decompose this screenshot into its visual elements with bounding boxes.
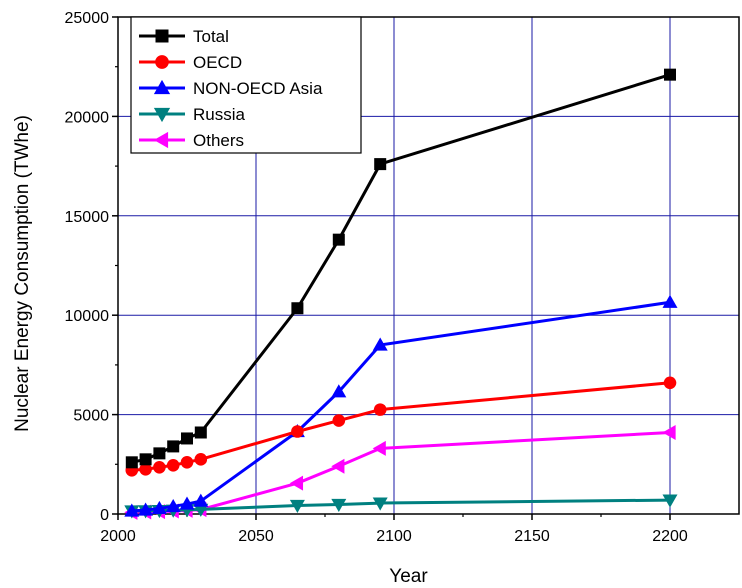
data-point-total	[664, 68, 676, 81]
data-point-total	[181, 432, 193, 445]
y-axis-title: Nuclear Energy Consumption (TWhe)	[12, 115, 33, 432]
x-tick-label: 2150	[514, 528, 550, 545]
data-point-oecd	[291, 425, 304, 438]
legend-marker-total	[155, 29, 169, 43]
y-tick-label: 15000	[65, 209, 110, 226]
data-point-russia	[372, 497, 388, 511]
axis-ticks: 2000 2050 2100 2150 2200 0 5000 10000 15000 20000…	[65, 10, 688, 545]
data-point-non-oecd-asia	[179, 496, 195, 510]
series-line-total	[131, 73, 671, 464]
data-point-total	[291, 302, 304, 315]
data-point-non-oecd-asia	[124, 503, 140, 517]
data-point-oecd	[332, 414, 346, 427]
legend-marker-non-oecd-asia	[153, 79, 171, 95]
series-line-non-oecd-asia	[131, 300, 671, 513]
series-non-oecd-asia	[124, 294, 678, 517]
data-point-total	[374, 158, 387, 171]
data-point-oecd	[180, 456, 194, 469]
data-point-non-oecd-asia	[331, 384, 347, 398]
data-point-oecd	[194, 453, 208, 466]
data-point-total	[167, 440, 180, 453]
data-point-non-oecd-asia	[662, 294, 678, 308]
x-tick-label: 2000	[100, 528, 136, 545]
x-tick-label: 2200	[652, 528, 688, 545]
data-point-others	[662, 424, 676, 440]
data-point-total	[153, 447, 166, 460]
legend-label-non-oecd-asia: NON-OECD Asia	[193, 79, 323, 98]
data-point-non-oecd-asia	[138, 502, 154, 516]
data-point-oecd	[139, 462, 152, 476]
x-tick-label: 2100	[376, 528, 412, 545]
y-tick-label: 25000	[65, 10, 110, 27]
y-tick-label: 10000	[65, 308, 110, 325]
data-point-total	[194, 426, 207, 439]
data-point-oecd	[166, 458, 180, 472]
legend-label-russia: Russia	[193, 105, 246, 124]
x-tick-label: 2050	[238, 528, 274, 545]
y-tick-label: 5000	[73, 408, 109, 425]
series-total	[125, 68, 676, 469]
data-point-total	[332, 233, 345, 246]
data-point-others	[289, 475, 304, 491]
series-line-oecd	[131, 381, 671, 472]
data-point-total	[125, 456, 138, 469]
data-point-oecd	[373, 403, 387, 416]
data-point-others	[331, 458, 345, 474]
series	[124, 68, 678, 520]
data-point-non-oecd-asia	[193, 493, 209, 507]
grid	[118, 17, 739, 514]
data-point-russia	[331, 498, 347, 512]
data-point-non-oecd-asia	[165, 498, 181, 513]
legend: Total OECD NON-OECD Asia Russia Others	[130, 16, 362, 154]
data-point-russia	[193, 503, 209, 517]
y-tick-label: 0	[100, 507, 109, 524]
data-point-oecd	[153, 460, 166, 474]
legend-marker-oecd	[155, 55, 169, 69]
legend-label-others: Others	[193, 131, 244, 150]
data-point-oecd	[663, 376, 677, 390]
y-tick-label: 20000	[65, 109, 110, 126]
series-oecd	[125, 376, 677, 477]
data-point-total	[139, 453, 152, 466]
legend-box	[130, 16, 362, 154]
legend-label-total: Total	[193, 27, 229, 46]
data-point-russia	[289, 499, 305, 513]
x-axis-title: Year	[389, 566, 428, 587]
legend-marker-others	[153, 131, 169, 149]
data-point-others	[372, 440, 386, 456]
data-point-non-oecd-asia	[151, 500, 167, 515]
legend-marker-russia	[153, 107, 171, 123]
legend-label-oecd: OECD	[193, 53, 242, 72]
data-point-non-oecd-asia	[372, 337, 388, 351]
data-point-russia	[662, 494, 678, 508]
